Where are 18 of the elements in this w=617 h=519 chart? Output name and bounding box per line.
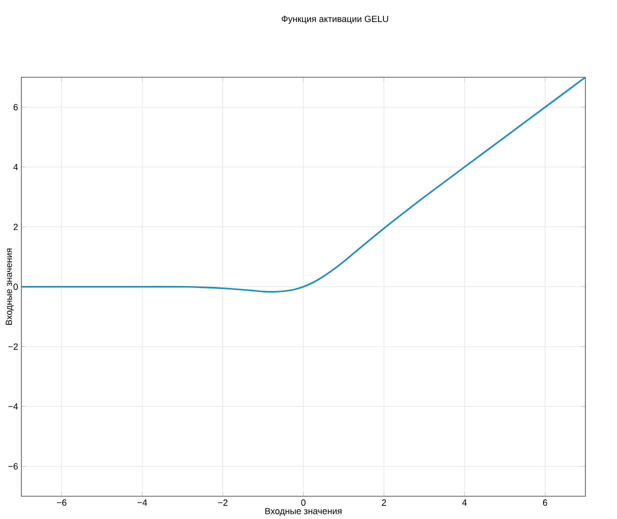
y-tick-label: −2 <box>8 343 18 350</box>
x-tick-label: 2 <box>382 499 386 506</box>
x-tick-label: 6 <box>543 499 548 506</box>
y-tick-label: −6 <box>8 463 18 470</box>
y-axis-title: Входные значения <box>6 248 14 325</box>
y-tick-label: 4 <box>13 164 18 170</box>
y-tick-label: 6 <box>14 104 18 110</box>
line-series <box>21 77 586 293</box>
x-tick-label: 0 <box>301 499 306 506</box>
y-tick-label: −4 <box>8 403 18 410</box>
x-axis-title: Входные значения <box>265 508 342 516</box>
x-tick-label: −6 <box>56 499 66 506</box>
y-tick-label: 2 <box>14 224 18 230</box>
chart-title: Функция активации GELU <box>282 16 388 24</box>
x-tick-label: 4 <box>462 499 467 506</box>
y-tick-label: 0 <box>14 284 18 290</box>
x-tick-label: −2 <box>218 499 228 506</box>
x-tick-label: −4 <box>138 499 148 506</box>
